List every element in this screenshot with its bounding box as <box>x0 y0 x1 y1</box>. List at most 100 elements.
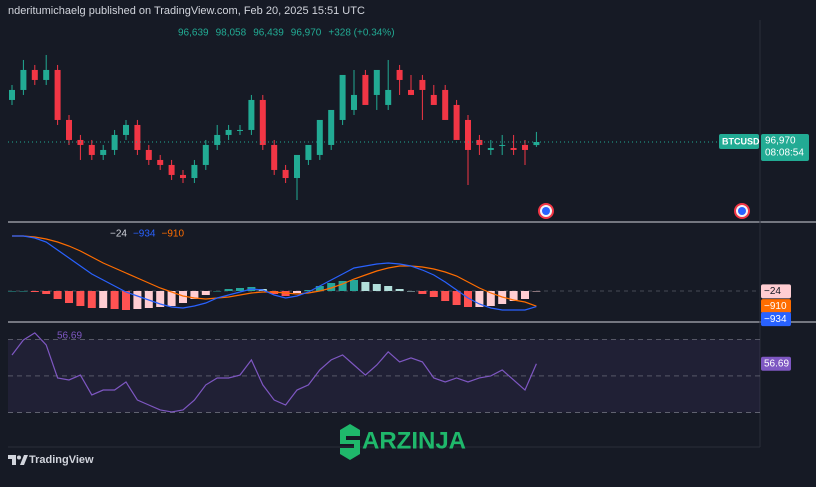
histogram-bar <box>338 281 347 291</box>
candle-body <box>499 144 506 146</box>
candle-body <box>123 124 129 135</box>
histogram-bar <box>384 286 393 291</box>
watermark-icon <box>340 424 360 460</box>
histogram-bar <box>122 291 130 310</box>
candle-body <box>362 74 369 105</box>
candle-body <box>396 69 403 80</box>
candle-body <box>180 174 186 179</box>
histogram-bar <box>236 288 244 291</box>
histogram-bar <box>53 291 62 299</box>
ohlc-value: 96,970 <box>291 28 322 39</box>
candle-body <box>43 69 50 80</box>
histogram-bar <box>452 291 461 305</box>
candle-body <box>202 144 209 165</box>
candle-body <box>339 74 346 120</box>
event-flag[interactable] <box>538 203 554 219</box>
candle-body <box>248 99 255 130</box>
candle-body <box>134 124 141 150</box>
symbol-label: BTCUSD <box>722 136 760 146</box>
rsi-axis-label-box <box>761 356 791 371</box>
candle-body <box>271 144 278 170</box>
ohlc-value: 98,058 <box>216 28 247 39</box>
candle-body <box>157 159 164 165</box>
watermark-text: ARZINJA <box>362 427 466 454</box>
histogram-bar <box>475 291 484 307</box>
candle-body <box>533 142 540 146</box>
candle-body <box>522 144 528 150</box>
candle-body <box>145 149 152 160</box>
candle-body <box>225 129 232 135</box>
histogram-bar <box>99 291 108 308</box>
histogram-bar <box>407 291 415 292</box>
histogram-bar <box>213 291 222 292</box>
histogram-bar <box>315 286 324 291</box>
histogram-bar <box>87 291 96 308</box>
histogram-bar <box>110 291 119 309</box>
histogram-bar <box>350 280 358 291</box>
candle-body <box>510 148 517 150</box>
macd-legend: −934 <box>133 229 156 240</box>
histogram-bar <box>224 289 233 291</box>
candle-body <box>442 89 449 120</box>
signal-axis-label: −910 <box>764 301 787 312</box>
ohlc-value: 96,439 <box>253 28 284 39</box>
publisher-line: nderitumichaelg published on TradingView… <box>8 5 365 17</box>
candle-body <box>168 164 175 175</box>
histogram-bar <box>8 291 16 292</box>
histogram-bar <box>509 291 518 301</box>
histogram-bar <box>65 291 73 303</box>
histogram-bar <box>361 282 370 291</box>
candle-body <box>408 89 414 95</box>
histogram-bar <box>327 283 336 291</box>
candle-body <box>111 134 118 150</box>
candle-body <box>476 139 483 145</box>
candle-body <box>9 89 15 100</box>
histogram-bar <box>167 291 176 306</box>
histogram-bar <box>293 291 301 293</box>
histogram-bar <box>418 291 427 294</box>
tradingview-logo: TradingView <box>29 454 94 466</box>
histogram-bar <box>441 291 450 301</box>
candle-body <box>191 164 198 179</box>
price-label-box <box>761 134 809 161</box>
symbol-box <box>719 134 759 149</box>
tradingview-icon <box>8 455 28 465</box>
histogram-bar <box>486 291 495 306</box>
candle-body <box>430 94 437 105</box>
candle-body <box>282 169 289 179</box>
histogram-bar <box>201 291 210 295</box>
candle-body <box>20 69 27 90</box>
histogram-bar <box>190 291 199 299</box>
candle-body <box>54 69 61 120</box>
candle-body <box>305 144 312 160</box>
candle-body <box>66 119 72 140</box>
candle-body <box>419 79 426 90</box>
signal-legend: −910 <box>162 229 185 240</box>
macd-line <box>12 235 537 311</box>
signal-axis-label-box <box>761 299 791 314</box>
histogram-bar <box>395 289 404 291</box>
histogram-bar <box>464 291 472 307</box>
histogram-bar <box>372 284 381 291</box>
ohlc-value: 96,639 <box>178 28 209 39</box>
candle-body <box>31 69 38 80</box>
histogram-bar <box>133 291 142 309</box>
candle-body <box>453 104 460 140</box>
histogram-bar <box>42 291 51 294</box>
candle-body <box>259 99 266 145</box>
event-flag[interactable] <box>734 203 750 219</box>
histogram-bar <box>429 291 438 297</box>
rsi-axis-label: 56.69 <box>764 358 789 369</box>
countdown-label: 08:08:54 <box>765 148 804 159</box>
rsi-band <box>8 339 760 413</box>
candle-body <box>316 119 323 155</box>
candle-body <box>88 144 95 155</box>
histogram-bar <box>532 291 541 292</box>
candle-body <box>487 148 494 150</box>
signal-line <box>12 235 537 307</box>
macd-axis-label: −934 <box>764 314 787 325</box>
candle-body <box>237 129 243 131</box>
histogram-bar <box>30 291 39 292</box>
macd-axis-label-box <box>761 312 791 327</box>
